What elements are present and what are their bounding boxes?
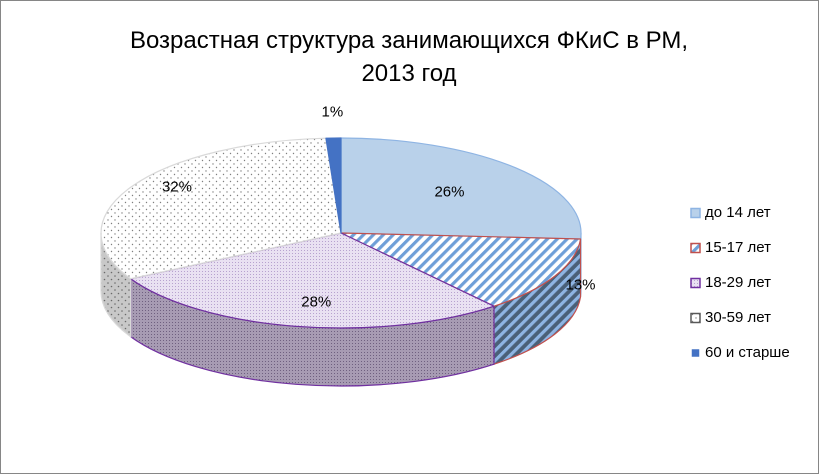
legend-label-4: 30-59 лет	[705, 309, 771, 326]
pie-slice-4	[100, 137, 342, 280]
pie-slice-2	[340, 232, 582, 307]
legend-marker-3	[690, 277, 701, 289]
legend-item-1: до 14 лет	[690, 204, 771, 221]
chart-title-line-1: Возрастная структура занимающихся ФКиС в…	[130, 27, 688, 54]
legend-item-2: 15-17 лет	[690, 239, 771, 256]
chart-title: Возрастная структура занимающихся ФКиС в…	[130, 27, 688, 87]
data-label-5: 1%	[322, 104, 344, 121]
legend-marker-1	[690, 207, 701, 219]
legend: до 14 лет 15-17 лет 18-29 лет 30-59 лет 60 и…	[690, 204, 790, 361]
legend-marker-2	[690, 242, 701, 254]
legend-label-1: до 14 лет	[705, 204, 771, 221]
legend-item-5: 60 и старше	[691, 344, 790, 361]
chart-title-line-2: 2013 год	[361, 60, 456, 87]
legend-item-3: 18-29 лет	[690, 274, 771, 291]
legend-item-4: 30-59 лет	[690, 309, 771, 326]
legend-label-5: 60 и старше	[705, 344, 790, 361]
legend-label-3: 18-29 лет	[705, 274, 771, 291]
data-label-1: 26%	[434, 184, 464, 201]
pie-slices	[100, 137, 582, 329]
pie-slice-3	[130, 232, 495, 329]
data-label-3: 28%	[301, 293, 331, 310]
legend-marker-5	[691, 349, 700, 357]
legend-marker-4	[690, 312, 701, 324]
legend-label-2: 15-17 лет	[705, 239, 771, 256]
data-labels: 26% 13% 28% 32% 1%	[162, 104, 596, 311]
data-label-4: 32%	[162, 178, 192, 195]
pie-slice-1	[340, 137, 582, 240]
pie-slice-5	[325, 137, 342, 234]
data-label-2: 13%	[565, 276, 595, 293]
